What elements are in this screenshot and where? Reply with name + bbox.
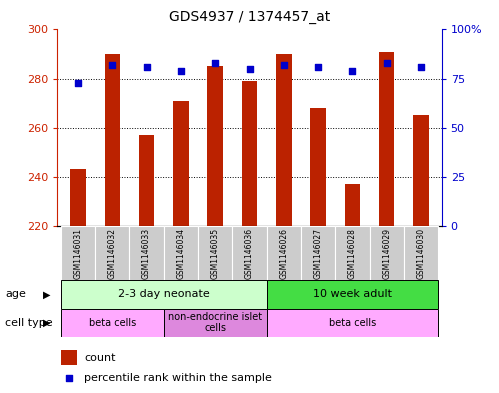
Point xyxy=(211,60,219,66)
Text: GSM1146030: GSM1146030 xyxy=(417,228,426,279)
Text: 2-3 day neonate: 2-3 day neonate xyxy=(118,289,210,299)
Point xyxy=(177,68,185,74)
Point xyxy=(74,79,82,86)
Bar xyxy=(345,184,360,226)
Text: 10 week adult: 10 week adult xyxy=(313,289,392,299)
Bar xyxy=(61,350,77,365)
Text: ▶: ▶ xyxy=(42,289,50,299)
Bar xyxy=(301,226,335,281)
Bar xyxy=(61,226,95,281)
Bar xyxy=(164,226,198,281)
Text: GSM1146033: GSM1146033 xyxy=(142,228,151,279)
Text: GSM1146029: GSM1146029 xyxy=(382,228,391,279)
Text: GSM1146036: GSM1146036 xyxy=(245,228,254,279)
Text: cell type: cell type xyxy=(5,318,52,328)
Text: GSM1146028: GSM1146028 xyxy=(348,228,357,279)
Bar xyxy=(173,101,189,226)
Point xyxy=(143,64,151,70)
Bar xyxy=(310,108,326,226)
Text: count: count xyxy=(84,353,116,363)
Bar xyxy=(95,226,129,281)
Bar xyxy=(129,226,164,281)
Point xyxy=(65,375,73,381)
Text: GSM1146034: GSM1146034 xyxy=(176,228,186,279)
Bar xyxy=(413,116,429,226)
Bar xyxy=(198,226,233,281)
Bar xyxy=(370,226,404,281)
Point xyxy=(280,62,288,68)
Point xyxy=(348,68,356,74)
Bar xyxy=(233,226,266,281)
Bar xyxy=(139,135,154,226)
Bar xyxy=(61,309,164,337)
Point xyxy=(314,64,322,70)
Bar xyxy=(164,309,266,337)
Bar xyxy=(105,54,120,226)
Bar xyxy=(266,280,438,309)
Text: GSM1146031: GSM1146031 xyxy=(73,228,82,279)
Text: percentile rank within the sample: percentile rank within the sample xyxy=(84,373,272,383)
Point xyxy=(417,64,425,70)
Bar xyxy=(404,226,438,281)
Bar xyxy=(335,226,370,281)
Text: GSM1146026: GSM1146026 xyxy=(279,228,288,279)
Bar xyxy=(276,54,291,226)
Bar xyxy=(70,169,86,226)
Text: GSM1146027: GSM1146027 xyxy=(313,228,323,279)
Point xyxy=(246,66,253,72)
Text: GDS4937 / 1374457_at: GDS4937 / 1374457_at xyxy=(169,10,330,24)
Text: beta cells: beta cells xyxy=(329,318,376,328)
Text: beta cells: beta cells xyxy=(89,318,136,328)
Bar xyxy=(242,81,257,226)
Text: GSM1146032: GSM1146032 xyxy=(108,228,117,279)
Bar xyxy=(61,280,266,309)
Point xyxy=(108,62,116,68)
Bar xyxy=(208,66,223,226)
Text: age: age xyxy=(5,289,26,299)
Point xyxy=(383,60,391,66)
Bar xyxy=(266,226,301,281)
Text: ▶: ▶ xyxy=(42,318,50,328)
Bar xyxy=(379,51,394,226)
Text: non-endocrine islet
cells: non-endocrine islet cells xyxy=(168,312,262,333)
Bar xyxy=(266,309,438,337)
Text: GSM1146035: GSM1146035 xyxy=(211,228,220,279)
